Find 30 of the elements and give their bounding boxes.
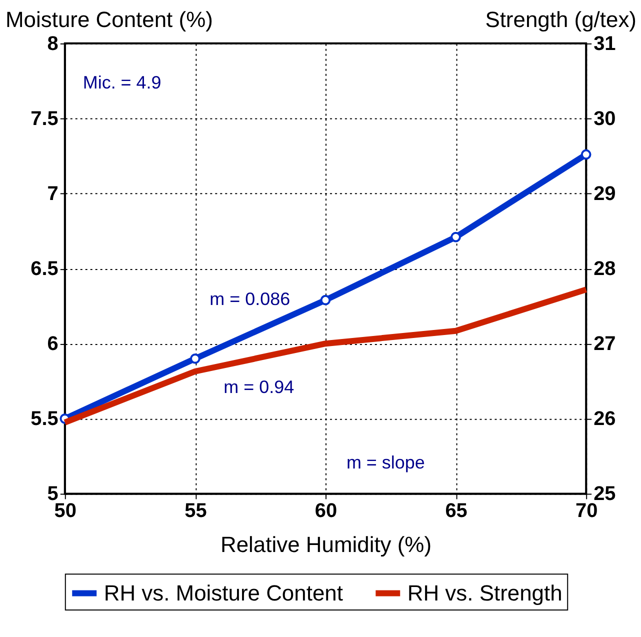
annotation: m = slope bbox=[346, 452, 425, 473]
y-tick-label: 6 bbox=[47, 333, 58, 356]
y2-tick-label: 31 bbox=[594, 32, 616, 55]
y-tick-label: 7.5 bbox=[30, 108, 58, 130]
y-tick-label: 6.5 bbox=[30, 258, 58, 280]
x-tick-label: 60 bbox=[314, 500, 338, 522]
x-tick-label: 55 bbox=[184, 500, 207, 522]
x-axis-title: Relative Humidity (%) bbox=[220, 532, 432, 558]
annotation: m = 0.94 bbox=[224, 376, 294, 397]
y-tick-label: 8 bbox=[47, 32, 58, 55]
point bbox=[580, 149, 592, 160]
y2-tick-label: 29 bbox=[594, 183, 616, 205]
y2-axis-title: Strength (g/tex) bbox=[485, 6, 637, 32]
x-tick-label: 50 bbox=[54, 500, 76, 522]
y2-tick-label: 26 bbox=[594, 408, 616, 430]
y2-tick-label: 28 bbox=[594, 258, 616, 280]
annotation: Mic. = 4.9 bbox=[82, 72, 162, 92]
legend-label: RH vs. Strength bbox=[407, 580, 562, 606]
legend-label: RH vs. Moisture Content bbox=[104, 580, 343, 606]
annotation: m = 0.086 bbox=[210, 289, 290, 310]
y-tick-label: 5.5 bbox=[30, 408, 58, 430]
y2-tick-label: 30 bbox=[594, 108, 616, 130]
x-tick-label: 65 bbox=[445, 500, 468, 522]
y-axis-title: Moisture Content (%) bbox=[5, 6, 213, 32]
point bbox=[190, 353, 200, 364]
point bbox=[450, 232, 461, 242]
y2-tick-label: 27 bbox=[594, 333, 616, 356]
point bbox=[320, 294, 331, 306]
y-tick-label: 7 bbox=[47, 183, 58, 205]
x-tick-label: 70 bbox=[575, 500, 598, 522]
